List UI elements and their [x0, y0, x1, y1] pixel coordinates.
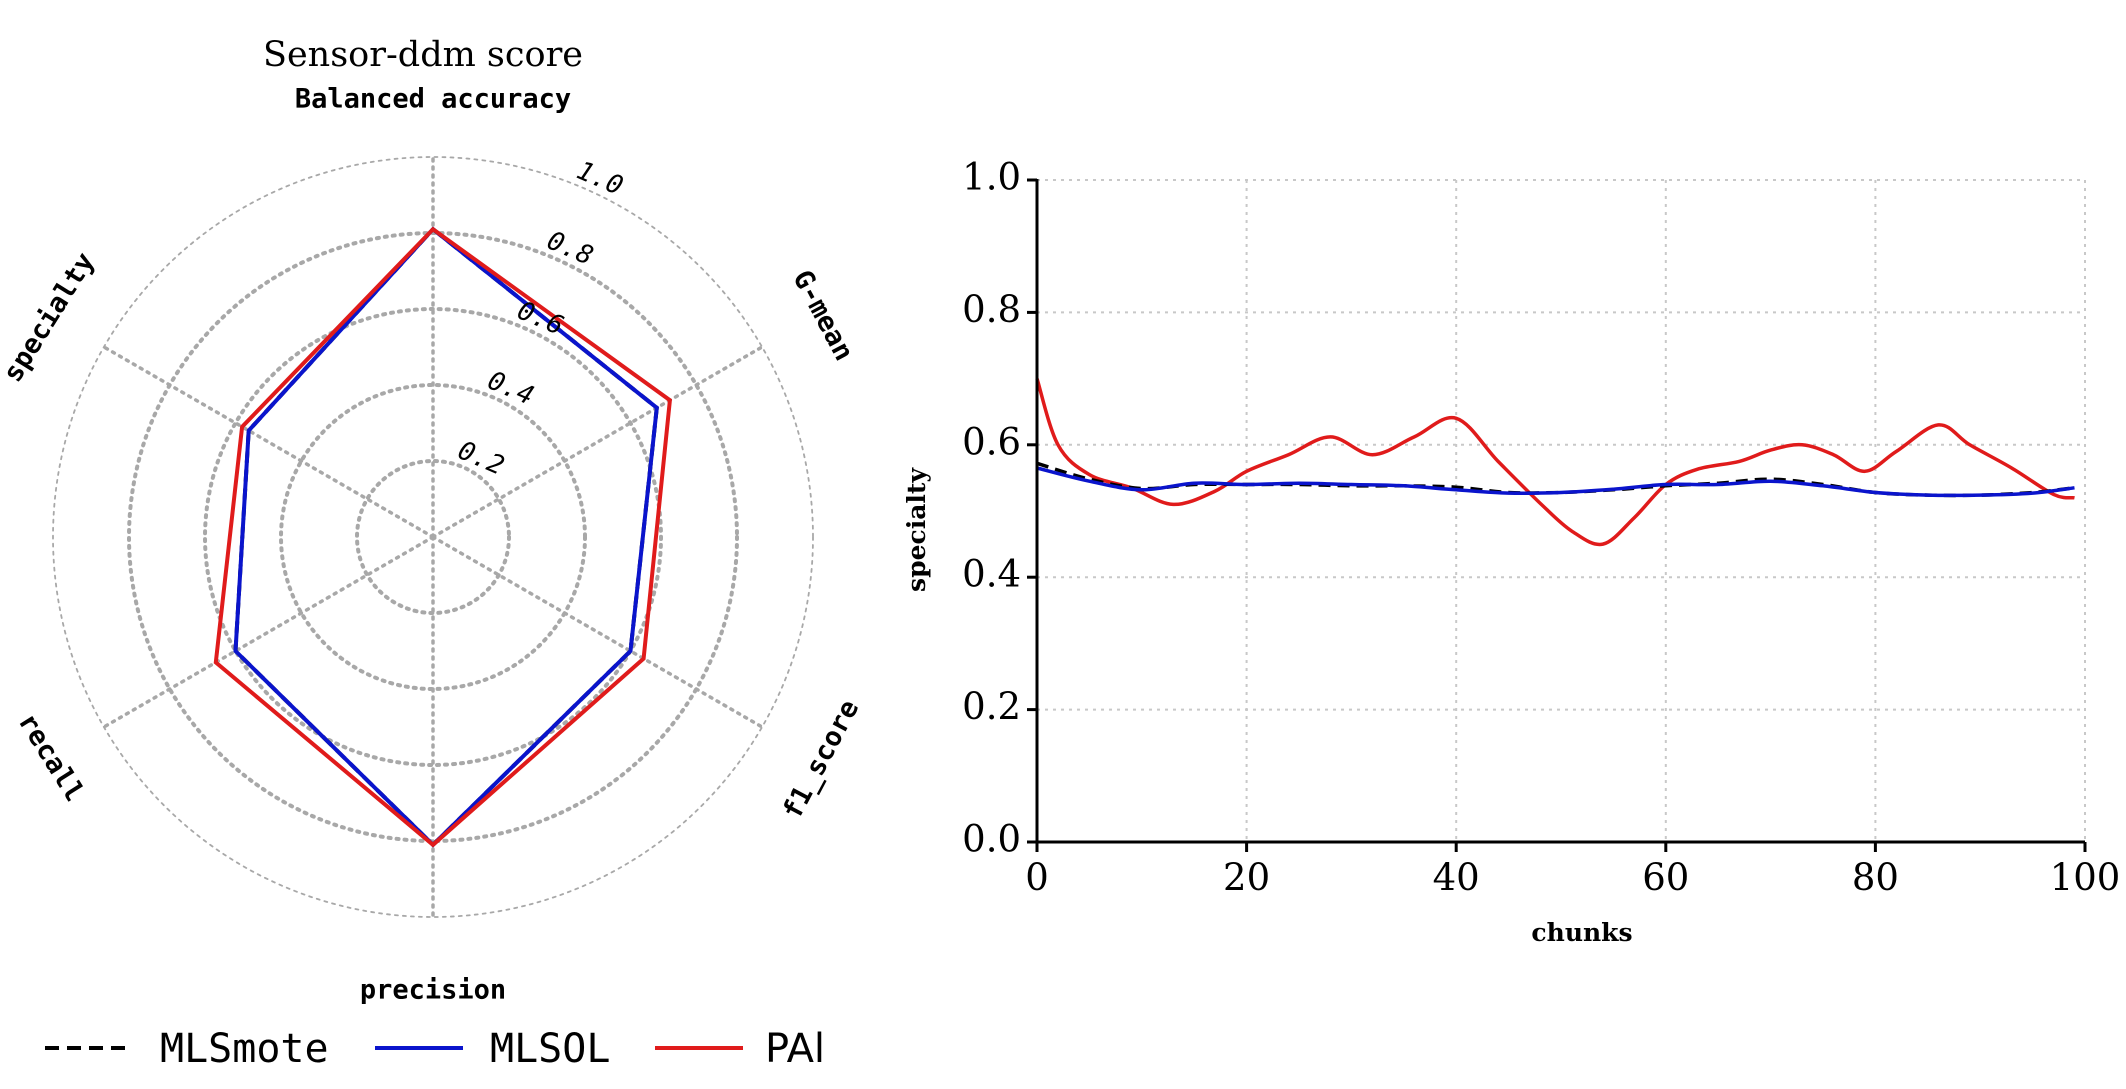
- legend-label: MLSmote: [160, 1026, 329, 1072]
- radar-axis-label: G-mean: [786, 265, 859, 366]
- line-series-mlsmote: [1036, 461, 2075, 498]
- radar-axis-label: recall: [12, 708, 90, 807]
- radar-axis-label: Balanced accuracy: [295, 84, 571, 115]
- legend-label: MLSOL: [490, 1026, 610, 1072]
- radar-chart: Sensor-ddm score Balanced accuracy G-mean…: [0, 35, 865, 1006]
- radar-series-mlsmote: [233, 226, 659, 848]
- y-tick-label: 0.4: [962, 553, 1021, 596]
- y-tick-label: 0.2: [962, 685, 1021, 728]
- radar-grid-ring: [203, 307, 663, 767]
- y-tick-label: 0.0: [962, 818, 1021, 861]
- y-tick-label: 0.6: [962, 420, 1021, 463]
- radar-axis-label: precision: [360, 975, 506, 1006]
- radar-series-pal: [213, 226, 673, 848]
- radar-spoke: [431, 535, 764, 729]
- legend-label: PAl: [765, 1026, 825, 1072]
- radar-title: Sensor-ddm score: [263, 35, 583, 75]
- x-tick-label: 100: [2050, 856, 2121, 899]
- radar-tick-label: 0.6: [513, 296, 568, 342]
- x-tick-label: 20: [1223, 856, 1270, 899]
- radar-grid-ring: [52, 156, 814, 918]
- radar-spoke: [102, 535, 435, 729]
- legend: MLSmote MLSOL PAl: [45, 1026, 825, 1072]
- y-axis-label: specialty: [902, 467, 931, 592]
- radar-spoke: [102, 345, 435, 539]
- line-series: [1035, 378, 2075, 547]
- radar-axis-label: specialty: [0, 247, 101, 388]
- radar-series-mlsol: [233, 226, 659, 848]
- radar-spoke: [431, 345, 764, 539]
- line-grid: [1037, 179, 2086, 842]
- line-series-pal: [1035, 378, 2075, 547]
- radar-tick-label: 0.8: [543, 226, 598, 272]
- radar-grid: [52, 155, 814, 919]
- y-tick-label: 0.8: [962, 288, 1021, 331]
- line-series-mlsol: [1036, 466, 2075, 498]
- radar-grid-ring: [355, 459, 511, 615]
- radar-tick-label: 1.0: [572, 156, 627, 202]
- line-tick-labels: 0 20 40 60 80 100 0.0 0.2 0.4 0.6 0.8 1.0: [962, 156, 2120, 900]
- radar-axis-label: f1_score: [777, 695, 865, 824]
- y-tick-label: 1.0: [962, 156, 1021, 199]
- x-tick-label: 60: [1642, 856, 1689, 899]
- radar-series: [213, 226, 673, 848]
- x-tick-label: 0: [1025, 856, 1049, 899]
- line-chart: 0 20 40 60 80 100 0.0 0.2 0.4 0.6 0.8 1.0 chunks sp…: [902, 156, 2120, 948]
- x-tick-label: 40: [1433, 856, 1480, 899]
- radar-tick-labels: 0.2 0.4 0.6 0.8 1.0: [453, 156, 627, 482]
- x-axis-label: chunks: [1531, 918, 1632, 947]
- line-axes: [1027, 178, 2087, 852]
- radar-tick-label: 0.4: [483, 366, 538, 412]
- x-tick-label: 80: [1852, 856, 1899, 899]
- radar-tick-label: 0.2: [453, 436, 508, 482]
